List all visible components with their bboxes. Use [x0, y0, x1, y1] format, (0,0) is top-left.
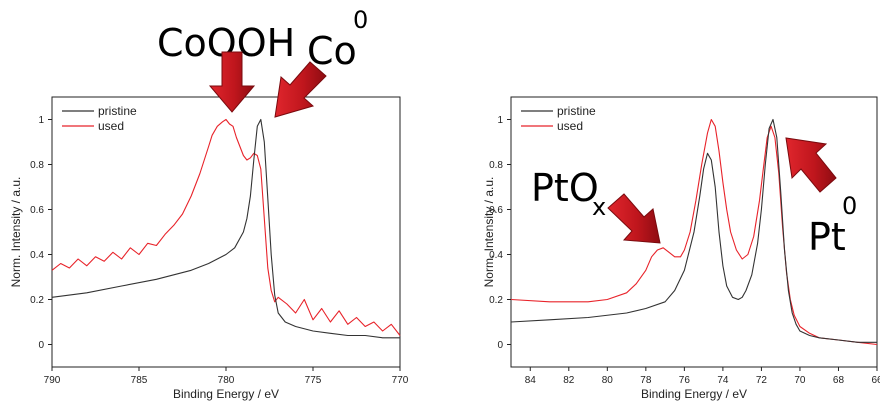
y-tick-label: 1	[38, 115, 44, 126]
chart-panel-cobalt: 0 0.2 0.4 0.6 0.8 1 790 785 780 775 770 pristineu…	[9, 6, 409, 401]
y-ticks: 0 0.2 0.4 0.6 0.8 1	[30, 115, 52, 351]
y-tick-label: 0.4	[489, 250, 503, 261]
x-tick-label: 82	[563, 375, 575, 386]
y-tick-label: 0.2	[489, 295, 503, 306]
legend-label-used: used	[557, 119, 583, 133]
arrow-up-left-icon	[785, 137, 837, 193]
annotation-co0-sup: 0	[353, 6, 368, 34]
y-tick-label: 1	[497, 115, 503, 126]
x-ticks: 84 82 80 78 76 74 72 70 68 66	[525, 367, 880, 386]
annotation-ptox: PtO	[531, 166, 599, 210]
annotation-co0: Co	[307, 29, 357, 73]
annotation-ptox-sub: x	[592, 193, 606, 221]
legend-label-pristine: pristine	[557, 104, 596, 118]
arrow-down-right-icon	[607, 193, 661, 244]
y-tick-label: 0	[497, 340, 503, 351]
arrow-down-left-icon	[274, 61, 327, 118]
series-lines	[51, 118, 401, 339]
annotation-co0-text: Co	[307, 29, 357, 73]
x-tick-label: 74	[717, 375, 729, 386]
y-tick-label: 0.6	[30, 205, 44, 216]
x-tick-label: 68	[833, 375, 845, 386]
plot-frame	[510, 96, 878, 368]
y-tick-label: 0.8	[489, 160, 503, 171]
x-tick-label: 70	[794, 375, 806, 386]
y-ticks: 0 0.2 0.4 0.6 0.8 1	[489, 115, 511, 351]
chart-panel-platinum: 0 0.2 0.4 0.6 0.8 1 84 82 80 78 76 74 72 70 68 66 pris…	[482, 96, 880, 401]
series-line-pristine	[510, 118, 877, 343]
arrow-down-icon	[208, 51, 256, 113]
x-tick-label: 78	[640, 375, 652, 386]
x-tick-label: 84	[525, 375, 537, 386]
x-tick-label: 72	[756, 375, 768, 386]
y-tick-label: 0	[38, 340, 44, 351]
y-tick-label: 0.8	[30, 160, 44, 171]
y-tick-label: 0.4	[30, 250, 44, 261]
x-axis-label: Binding Energy / eV	[641, 387, 747, 401]
annotation-pt0: Pt	[808, 215, 846, 259]
x-tick-label: 775	[305, 375, 322, 386]
plot-frame	[51, 96, 401, 368]
x-tick-label: 780	[218, 375, 235, 386]
y-axis-label: Norm. Intensity / a.u.	[9, 177, 23, 288]
annotation-pt0-sup: 0	[842, 192, 857, 220]
x-tick-label: 76	[679, 375, 691, 386]
y-axis-label: Norm. Intensity / a.u.	[482, 177, 496, 288]
annotation-ptox-text: PtO	[531, 166, 599, 210]
y-tick-label: 0.6	[489, 205, 503, 216]
x-axis-label: Binding Energy / eV	[173, 387, 279, 401]
x-tick-label: 80	[602, 375, 614, 386]
x-tick-label: 790	[44, 375, 61, 386]
legend-label-pristine: pristine	[98, 104, 137, 118]
x-tick-label: 785	[131, 375, 148, 386]
y-tick-label: 0.2	[30, 295, 44, 306]
annotation-pt0-text: Pt	[808, 215, 846, 259]
x-tick-label: 770	[392, 375, 409, 386]
legend-label-used: used	[98, 119, 124, 133]
x-tick-label: 66	[871, 375, 880, 386]
series-lines	[510, 118, 878, 346]
series-line-pristine	[51, 118, 400, 339]
x-ticks: 790 785 780 775 770	[44, 367, 409, 386]
series-line-used	[51, 118, 401, 336]
